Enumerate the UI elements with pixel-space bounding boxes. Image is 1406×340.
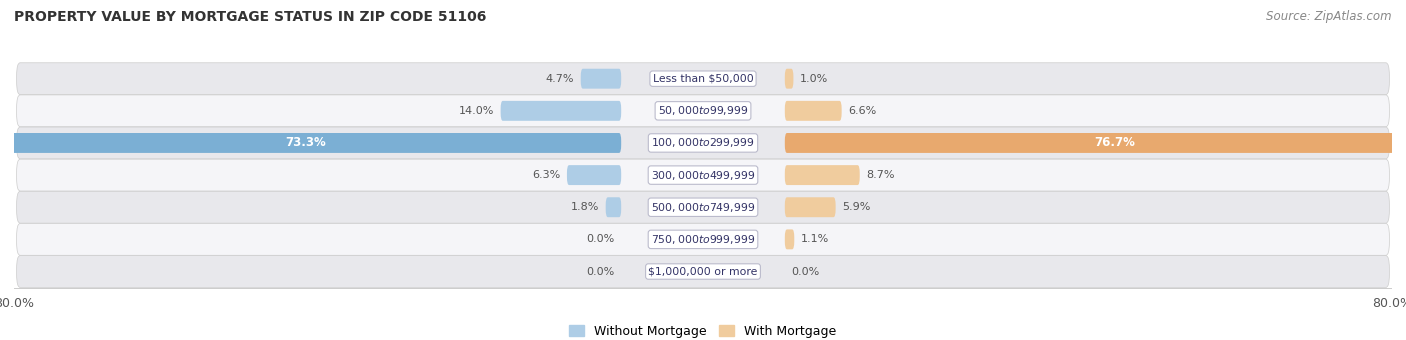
Text: 5.9%: 5.9%	[842, 202, 870, 212]
Text: 1.8%: 1.8%	[571, 202, 599, 212]
Text: $1,000,000 or more: $1,000,000 or more	[648, 267, 758, 276]
Text: 1.0%: 1.0%	[800, 74, 828, 84]
Text: 1.1%: 1.1%	[801, 234, 830, 244]
FancyBboxPatch shape	[17, 127, 1389, 159]
FancyBboxPatch shape	[785, 197, 835, 217]
FancyBboxPatch shape	[606, 197, 621, 217]
FancyBboxPatch shape	[785, 230, 794, 249]
Text: 6.3%: 6.3%	[531, 170, 560, 180]
Text: $750,000 to $999,999: $750,000 to $999,999	[651, 233, 755, 246]
FancyBboxPatch shape	[17, 191, 1389, 223]
Text: $100,000 to $299,999: $100,000 to $299,999	[651, 136, 755, 150]
Text: 0.0%: 0.0%	[586, 234, 614, 244]
Text: $300,000 to $499,999: $300,000 to $499,999	[651, 169, 755, 182]
FancyBboxPatch shape	[567, 165, 621, 185]
FancyBboxPatch shape	[17, 256, 1389, 287]
FancyBboxPatch shape	[785, 133, 1406, 153]
Text: Less than $50,000: Less than $50,000	[652, 74, 754, 84]
Text: $500,000 to $749,999: $500,000 to $749,999	[651, 201, 755, 214]
Text: 14.0%: 14.0%	[458, 106, 494, 116]
Text: 73.3%: 73.3%	[285, 136, 326, 150]
Text: Source: ZipAtlas.com: Source: ZipAtlas.com	[1267, 10, 1392, 23]
Text: 4.7%: 4.7%	[546, 74, 574, 84]
FancyBboxPatch shape	[785, 69, 793, 89]
FancyBboxPatch shape	[17, 63, 1389, 95]
FancyBboxPatch shape	[17, 159, 1389, 191]
Text: 8.7%: 8.7%	[866, 170, 896, 180]
FancyBboxPatch shape	[581, 69, 621, 89]
FancyBboxPatch shape	[0, 133, 621, 153]
FancyBboxPatch shape	[17, 95, 1389, 127]
FancyBboxPatch shape	[501, 101, 621, 121]
Text: 0.0%: 0.0%	[792, 267, 820, 276]
FancyBboxPatch shape	[785, 165, 859, 185]
Text: 76.7%: 76.7%	[1095, 136, 1136, 150]
Text: 0.0%: 0.0%	[586, 267, 614, 276]
Text: PROPERTY VALUE BY MORTGAGE STATUS IN ZIP CODE 51106: PROPERTY VALUE BY MORTGAGE STATUS IN ZIP…	[14, 10, 486, 24]
FancyBboxPatch shape	[17, 223, 1389, 255]
Legend: Without Mortgage, With Mortgage: Without Mortgage, With Mortgage	[569, 325, 837, 338]
Text: 6.6%: 6.6%	[849, 106, 877, 116]
FancyBboxPatch shape	[785, 101, 842, 121]
Text: $50,000 to $99,999: $50,000 to $99,999	[658, 104, 748, 117]
